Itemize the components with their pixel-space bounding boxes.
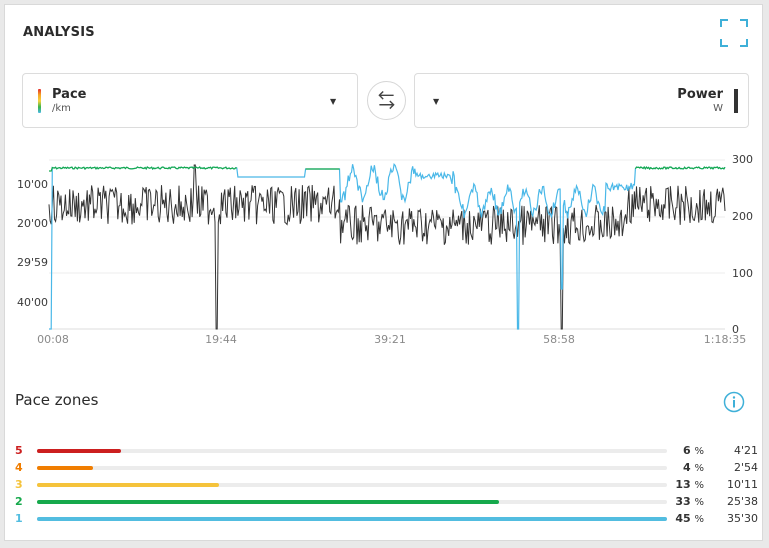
zone-time: 4'21 xyxy=(733,444,758,457)
zone-time: 35'30 xyxy=(726,512,758,525)
swap-metrics-icon[interactable] xyxy=(367,81,406,120)
left-axis-tick: 10'00 xyxy=(17,178,48,191)
grid xyxy=(49,159,725,330)
left-metric-unit: /km xyxy=(52,103,71,114)
zone-row-1: 1 45 % 35'30 xyxy=(5,512,764,529)
zone-bar-track xyxy=(37,466,667,470)
zone-bar-track xyxy=(37,500,667,504)
zone-bar-track xyxy=(37,449,667,453)
zone-bar-track xyxy=(37,517,667,521)
x-axis-tick: 19:44 xyxy=(205,333,237,346)
right-axis-tick: 100 xyxy=(732,267,753,280)
left-axis-tick: 40'00 xyxy=(17,296,48,309)
zone-bar-fill xyxy=(37,449,121,453)
left-metric-name: Pace xyxy=(52,87,87,102)
zone-bar-track xyxy=(37,483,667,487)
zone-time: 10'11 xyxy=(726,478,758,491)
x-axis-tick: 39:21 xyxy=(374,333,406,346)
zone-row-2: 2 33 % 25'38 xyxy=(5,495,764,512)
x-axis-tick: 58:58 xyxy=(543,333,575,346)
chevron-down-icon[interactable]: ▼ xyxy=(433,97,440,106)
analysis-card: ANALYSIS Pace /km ▼ ▼ Power W 10'00 20'00… xyxy=(4,4,763,541)
left-metric-selector[interactable]: Pace /km ▼ xyxy=(22,73,358,128)
zone-time: 2'54 xyxy=(733,461,758,474)
right-axis-tick: 300 xyxy=(732,153,753,166)
x-axis-tick: 1:18:35 xyxy=(704,333,746,346)
pace-color-scale-icon xyxy=(38,89,41,113)
zone-percent: 4 % xyxy=(683,461,704,474)
right-metric-unit: W xyxy=(713,103,723,114)
zone-row-3: 3 13 % 10'11 xyxy=(5,478,764,495)
zone-percent: 13 % xyxy=(675,478,704,491)
card-title: ANALYSIS xyxy=(23,25,95,40)
right-axis-tick: 0 xyxy=(732,323,739,336)
pace-zone2-segment xyxy=(49,165,726,172)
right-metric-name: Power xyxy=(677,87,723,102)
zone-percent: 45 % xyxy=(675,512,704,525)
right-axis-tick: 200 xyxy=(732,210,753,223)
zone-number: 3 xyxy=(15,478,23,491)
zone-number: 5 xyxy=(15,444,23,457)
zone-number: 2 xyxy=(15,495,23,508)
zone-percent: 6 % xyxy=(683,444,704,457)
zone-percent: 33 % xyxy=(675,495,704,508)
zone-row-5: 5 6 % 4'21 xyxy=(5,444,764,461)
zone-number: 1 xyxy=(15,512,23,525)
zone-bar-fill xyxy=(37,483,219,487)
zone-bar-fill xyxy=(37,466,93,470)
right-metric-selector[interactable]: ▼ Power W xyxy=(414,73,749,128)
chevron-down-icon[interactable]: ▼ xyxy=(330,97,337,106)
info-icon[interactable] xyxy=(723,391,745,413)
x-axis-tick: 00:08 xyxy=(37,333,69,346)
left-axis-tick: 20'00 xyxy=(17,217,48,230)
pace-zones-title: Pace zones xyxy=(15,391,99,409)
zone-number: 4 xyxy=(15,461,23,474)
pace-power-chart[interactable]: 10'00 20'00 29'59 40'00 300 200 100 0 00:08 19:… xyxy=(5,5,764,350)
expand-icon[interactable] xyxy=(718,17,750,49)
zone-time: 25'38 xyxy=(726,495,758,508)
zone-bar-fill xyxy=(37,517,667,521)
zone-bar-fill xyxy=(37,500,499,504)
pace-series-line xyxy=(49,163,726,330)
left-axis-tick: 29'59 xyxy=(17,256,48,269)
power-series-line xyxy=(48,164,726,330)
power-color-icon xyxy=(734,89,738,113)
zone-row-4: 4 4 % 2'54 xyxy=(5,461,764,478)
